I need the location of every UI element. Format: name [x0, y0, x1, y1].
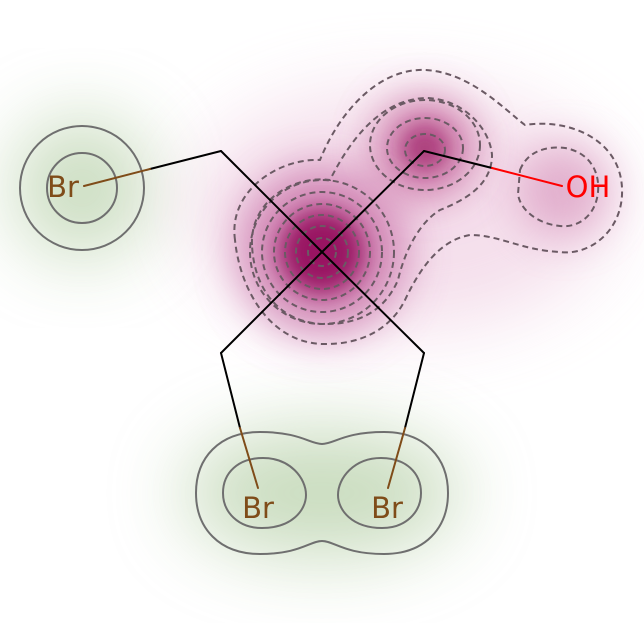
contour-center-ring-3	[273, 203, 371, 301]
contour-ch2-ring-2	[386, 117, 464, 179]
bond-ch2d-br2-c	[220, 352, 241, 429]
contour-neg-outer	[233, 68, 624, 346]
bond-ch2c-br3-br	[387, 427, 406, 489]
contour-center-ring-4	[284, 214, 360, 290]
magenta-core-ch2	[403, 126, 447, 170]
bond-ch2c-br3-c	[404, 352, 425, 429]
green-glow-br-pair	[182, 428, 462, 558]
magenta-glow-oh	[517, 142, 613, 238]
green-glow-br1	[12, 118, 152, 258]
contour-ch2-ring-3	[404, 133, 446, 167]
bond-ch2b-center	[321, 150, 425, 253]
bond-center-ch2d	[220, 251, 323, 354]
contour-center-ring-5	[295, 225, 349, 279]
contour-center-ring-1	[249, 179, 395, 325]
contour-ch2-ring-1	[369, 99, 481, 191]
bond-ch2b-oh-o	[491, 167, 563, 187]
bond-ch2b-oh-c	[423, 150, 493, 169]
atom-label-br3: Br	[371, 491, 403, 525]
negative-contours	[233, 68, 624, 346]
bond-center-ch2c	[321, 251, 425, 354]
atom-label-oh: OH	[566, 170, 611, 204]
contour-br1-inner	[46, 152, 118, 224]
contour-br-pair-outer	[194, 430, 450, 556]
atom-labels: Br Br Br OH	[47, 170, 610, 525]
contour-center-ring-6	[307, 237, 337, 267]
contour-oh-ring	[516, 146, 600, 228]
contour-br1-outer	[19, 125, 145, 251]
bond-ch2d-br2-br	[239, 427, 259, 489]
contour-br2-inner	[221, 456, 308, 530]
contour-center-ring-2	[261, 191, 383, 313]
atom-label-br1: Br	[47, 170, 79, 204]
positive-weight-regions	[12, 118, 462, 558]
contour-br3-inner	[336, 456, 423, 530]
bond-ch2a-br1-c	[149, 150, 222, 170]
bond-ch2a-br1-br	[83, 168, 151, 187]
bond-ch2a-center	[220, 150, 323, 253]
bonds	[83, 150, 563, 489]
positive-contours	[19, 125, 450, 556]
atom-label-br2: Br	[242, 491, 274, 525]
contour-neg-2	[250, 96, 494, 326]
